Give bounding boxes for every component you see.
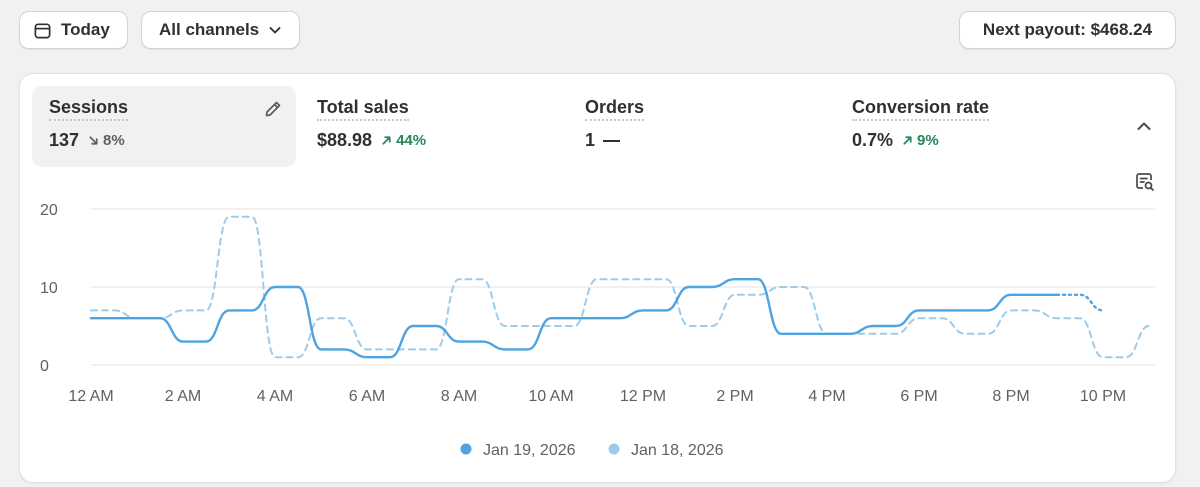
legend-label[interactable]: Jan 18, 2026 bbox=[631, 442, 724, 459]
chevron-up-icon[interactable] bbox=[1132, 114, 1156, 143]
legend-label[interactable]: Jan 19, 2026 bbox=[483, 442, 576, 459]
legend-marker bbox=[608, 443, 620, 455]
metric-change-value: 44% bbox=[396, 132, 427, 149]
x-tick-label: 12 PM bbox=[620, 388, 666, 405]
metric-tab-sessions[interactable]: Sessions 137 8% bbox=[32, 86, 296, 167]
x-tick-label: 10 AM bbox=[528, 388, 573, 405]
series-line-jan-19-partial bbox=[1055, 293, 1105, 312]
no-change-dash bbox=[603, 139, 621, 142]
metric-tab-orders[interactable]: Orders 1 bbox=[568, 86, 818, 167]
metric-label[interactable]: Total sales bbox=[317, 97, 409, 121]
metric-tab-conversion-rate[interactable]: Conversion rate 0.7% 9% bbox=[835, 86, 1085, 167]
next-payout-label: Next payout: $468.24 bbox=[982, 20, 1153, 39]
channels-dropdown[interactable]: All channels bbox=[141, 11, 300, 49]
next-payout-button[interactable]: Next payout: $468.24 bbox=[959, 11, 1176, 49]
date-picker-label: Today bbox=[61, 20, 110, 39]
x-tick-label: 10 PM bbox=[1080, 388, 1126, 405]
x-tick-label: 8 AM bbox=[441, 388, 477, 405]
channels-label: All channels bbox=[159, 20, 260, 39]
y-tick-label: 10 bbox=[40, 280, 58, 297]
x-tick-label: 2 PM bbox=[716, 388, 753, 405]
metric-tab-total-sales[interactable]: Total sales $88.98 44% bbox=[300, 86, 550, 167]
metric-value: 137 bbox=[49, 130, 80, 150]
metric-value: $88.98 bbox=[317, 130, 373, 150]
metric-change: 8% bbox=[88, 132, 125, 149]
metric-label[interactable]: Conversion rate bbox=[852, 97, 990, 121]
x-tick-label: 8 PM bbox=[992, 388, 1029, 405]
metric-value: 1 bbox=[585, 130, 596, 150]
arrow-down-right-icon bbox=[89, 136, 98, 145]
metric-value: 0.7% bbox=[852, 130, 894, 150]
sessions-line-chart: 0 10 20 12 AM 2 AM 4 AM 6 AM 8 AM 10 AM 12 PM 2 PM… bbox=[40, 202, 1155, 459]
date-picker-button[interactable]: Today bbox=[19, 11, 128, 49]
chevron-down-icon bbox=[268, 23, 282, 37]
x-tick-label: 6 PM bbox=[900, 388, 937, 405]
legend-marker bbox=[460, 443, 472, 455]
metric-change: 9% bbox=[902, 132, 939, 149]
pencil-icon[interactable] bbox=[263, 99, 283, 124]
calendar-icon bbox=[33, 21, 52, 40]
arrow-up-right-icon bbox=[903, 136, 912, 145]
x-tick-label: 4 PM bbox=[808, 388, 845, 405]
arrow-up-right-icon bbox=[382, 136, 391, 145]
metric-label[interactable]: Sessions bbox=[49, 97, 129, 121]
y-tick-label: 0 bbox=[40, 358, 49, 375]
metric-change-value: 8% bbox=[103, 132, 125, 149]
metric-change: 44% bbox=[381, 132, 426, 149]
y-tick-label: 20 bbox=[40, 202, 58, 219]
metric-change-value: 9% bbox=[917, 132, 939, 149]
x-tick-label: 12 AM bbox=[68, 388, 113, 405]
metric-label[interactable]: Orders bbox=[585, 97, 645, 121]
report-search-icon[interactable] bbox=[1134, 171, 1156, 198]
x-tick-label: 4 AM bbox=[257, 388, 293, 405]
x-tick-label: 2 AM bbox=[165, 388, 201, 405]
series-line-jan-19 bbox=[89, 278, 1059, 359]
sessions-card: Sessions 137 8% Total sales $88.98 44% O… bbox=[19, 73, 1176, 483]
x-tick-label: 6 AM bbox=[349, 388, 385, 405]
series-line-jan-18 bbox=[90, 215, 1150, 359]
